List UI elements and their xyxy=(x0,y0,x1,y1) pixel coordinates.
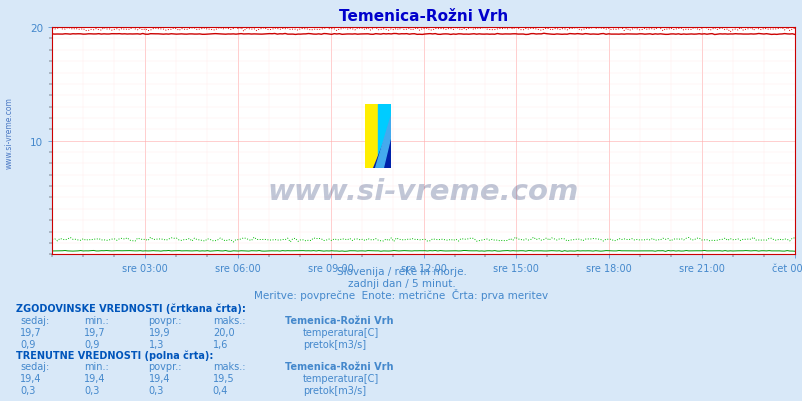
Text: www.si-vreme.com: www.si-vreme.com xyxy=(5,97,14,168)
Text: 19,9: 19,9 xyxy=(148,327,170,337)
Text: 19,5: 19,5 xyxy=(213,373,234,383)
Text: sedaj:: sedaj: xyxy=(20,315,49,325)
Text: Temenica-Rožni Vrh: Temenica-Rožni Vrh xyxy=(285,361,393,371)
Polygon shape xyxy=(373,124,391,168)
Text: temperatura[C]: temperatura[C] xyxy=(302,373,379,383)
Text: Slovenija / reke in morje.: Slovenija / reke in morje. xyxy=(336,267,466,277)
Text: www.si-vreme.com: www.si-vreme.com xyxy=(268,177,578,205)
Text: TRENUTNE VREDNOSTI (polna črta):: TRENUTNE VREDNOSTI (polna črta): xyxy=(16,349,213,360)
Text: maks.:: maks.: xyxy=(213,315,245,325)
Polygon shape xyxy=(378,104,391,168)
Text: 20,0: 20,0 xyxy=(213,327,234,337)
Text: pretok[m3/s]: pretok[m3/s] xyxy=(302,339,366,349)
Text: 19,7: 19,7 xyxy=(84,327,106,337)
Text: 19,7: 19,7 xyxy=(20,327,42,337)
Text: 0,4: 0,4 xyxy=(213,385,228,395)
Text: 1,6: 1,6 xyxy=(213,339,228,349)
Text: 0,3: 0,3 xyxy=(84,385,99,395)
Text: min.:: min.: xyxy=(84,315,109,325)
Text: 0,9: 0,9 xyxy=(84,339,99,349)
Polygon shape xyxy=(375,117,391,168)
Text: maks.:: maks.: xyxy=(213,361,245,371)
Text: 0,3: 0,3 xyxy=(148,385,164,395)
Text: zadnji dan / 5 minut.: zadnji dan / 5 minut. xyxy=(347,279,455,289)
Text: min.:: min.: xyxy=(84,361,109,371)
Text: ZGODOVINSKE VREDNOSTI (črtkana črta):: ZGODOVINSKE VREDNOSTI (črtkana črta): xyxy=(16,302,245,313)
Text: temperatura[C]: temperatura[C] xyxy=(302,327,379,337)
Text: 19,4: 19,4 xyxy=(20,373,42,383)
Text: povpr.:: povpr.: xyxy=(148,315,182,325)
Title: Temenica-Rožni Vrh: Temenica-Rožni Vrh xyxy=(338,9,508,24)
Text: 19,4: 19,4 xyxy=(84,373,106,383)
Text: 19,4: 19,4 xyxy=(148,373,170,383)
Text: Meritve: povprečne  Enote: metrične  Črta: prva meritev: Meritve: povprečne Enote: metrične Črta:… xyxy=(254,289,548,301)
Text: 0,9: 0,9 xyxy=(20,339,35,349)
Text: pretok[m3/s]: pretok[m3/s] xyxy=(302,385,366,395)
Text: Temenica-Rožni Vrh: Temenica-Rožni Vrh xyxy=(285,315,393,325)
Text: 1,3: 1,3 xyxy=(148,339,164,349)
Text: 0,3: 0,3 xyxy=(20,385,35,395)
Polygon shape xyxy=(365,104,378,168)
Text: povpr.:: povpr.: xyxy=(148,361,182,371)
Text: sedaj:: sedaj: xyxy=(20,361,49,371)
